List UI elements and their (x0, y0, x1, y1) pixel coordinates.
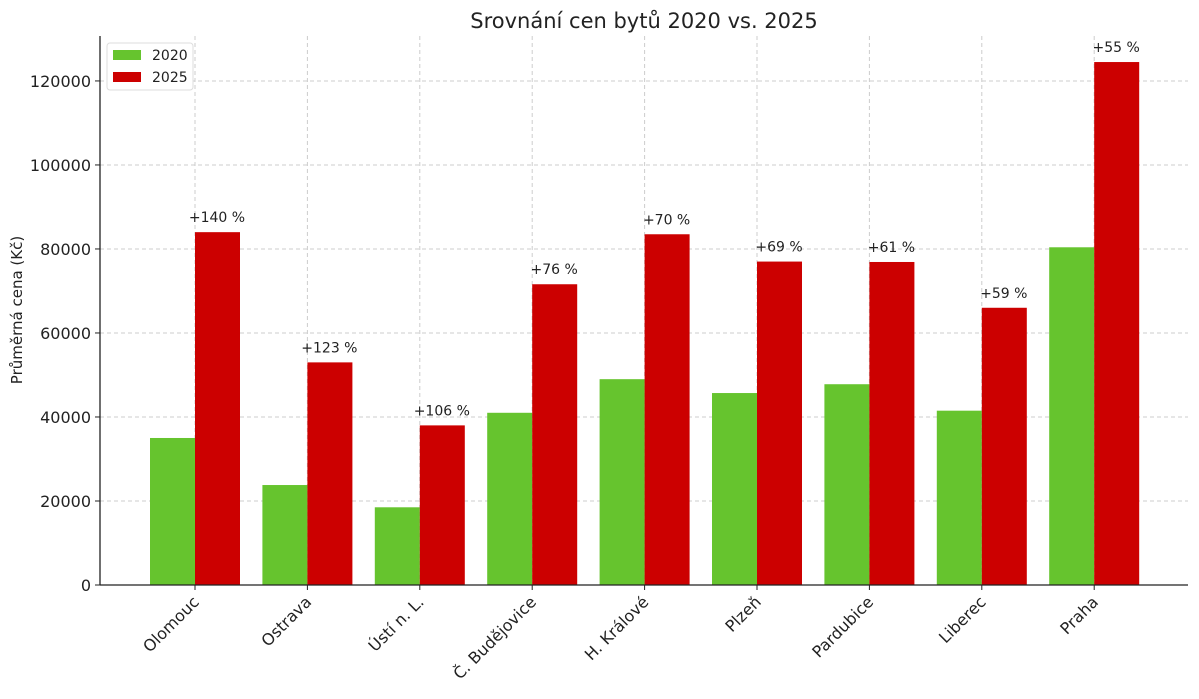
x-tick-label: Ostrava (257, 592, 315, 650)
bar-2025 (195, 232, 240, 585)
bar-2025 (644, 234, 690, 586)
bar-2020 (824, 384, 870, 585)
data-label: +69 % (755, 240, 802, 256)
bar-2020 (712, 393, 757, 585)
y-tick-label: 80000 (40, 240, 91, 259)
data-label: +76 % (531, 262, 578, 278)
y-tick-label: 20000 (40, 492, 91, 511)
data-label: +59 % (980, 286, 1027, 302)
data-label: +123 % (301, 340, 357, 356)
y-tick-label: 60000 (40, 324, 91, 343)
y-tick-label: 120000 (30, 72, 91, 91)
y-tick-label: 40000 (40, 408, 91, 427)
legend: 2020 2025 (106, 42, 194, 91)
bar-2025 (532, 284, 578, 585)
bar-2020 (374, 507, 420, 585)
bars: +140 % +123 % +106 % +76 % +70 % +69 % +61 % +5… (150, 40, 1140, 586)
data-label: +61 % (868, 240, 915, 256)
bar-2025 (757, 261, 802, 585)
data-label: +55 % (1093, 40, 1140, 56)
y-tick-label: 100000 (30, 156, 91, 175)
chart-title: Srovnání cen bytů 2020 vs. 2025 (470, 9, 817, 33)
x-tick-label: H. Králové (581, 592, 653, 664)
data-label: +70 % (643, 212, 690, 228)
y-tick-label: 0 (81, 576, 91, 595)
legend-swatch-2025 (113, 72, 141, 82)
bar-2025 (981, 307, 1027, 585)
bar-2025 (869, 261, 915, 585)
bar-2020 (150, 437, 195, 585)
bar-2020 (936, 410, 982, 585)
x-tick-label: Liberec (935, 592, 990, 647)
x-tick-label: Plzeň (721, 592, 764, 635)
bar-2025 (1094, 62, 1140, 585)
x-tick-label: Ústí n. L. (365, 592, 428, 655)
data-label: +106 % (414, 403, 470, 419)
bar-2025 (307, 362, 353, 585)
bar-2020 (599, 379, 645, 585)
y-axis-label: Průměrná cena (Kč) (8, 236, 26, 384)
x-tick-label: Č. Budějovice (449, 592, 540, 683)
bar-2020 (1049, 247, 1095, 586)
legend-label: 2025 (152, 70, 188, 86)
bar-2025 (419, 425, 465, 585)
data-label: +140 % (189, 210, 245, 226)
legend-label: 2020 (152, 48, 188, 64)
bar-2020 (487, 412, 533, 585)
x-tick-label: Praha (1056, 592, 1102, 638)
x-tick-label: Pardubice (808, 592, 877, 661)
x-tick-label: Olomouc (139, 592, 203, 656)
legend-swatch-2020 (113, 50, 141, 60)
bar-2020 (262, 485, 308, 585)
